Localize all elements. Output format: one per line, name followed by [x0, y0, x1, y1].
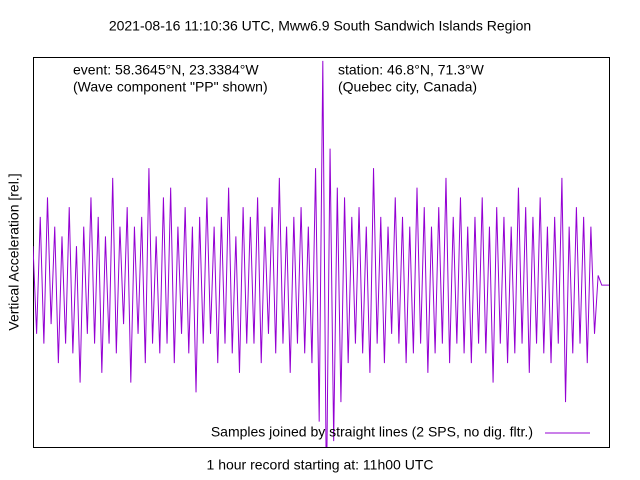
annotation: station: 46.8°N, 71.3°W	[338, 62, 485, 78]
plot-frame	[33, 57, 610, 448]
annotation: event: 58.3645°N, 23.3384°W	[73, 62, 259, 78]
data-line	[33, 60, 609, 447]
annotation: (Wave component "PP" shown)	[73, 79, 268, 95]
plot-area	[33, 60, 609, 447]
chart-title: 2021-08-16 11:10:36 UTC, Mww6.9 South Sa…	[109, 18, 531, 34]
legend-label: Samples joined by straight lines (2 SPS,…	[211, 424, 533, 440]
annotation: (Quebec city, Canada)	[338, 79, 477, 95]
x-axis-label: 1 hour record starting at: 11h00 UTC	[207, 457, 434, 473]
y-axis-label: Vertical Acceleration [rel.]	[6, 173, 22, 330]
